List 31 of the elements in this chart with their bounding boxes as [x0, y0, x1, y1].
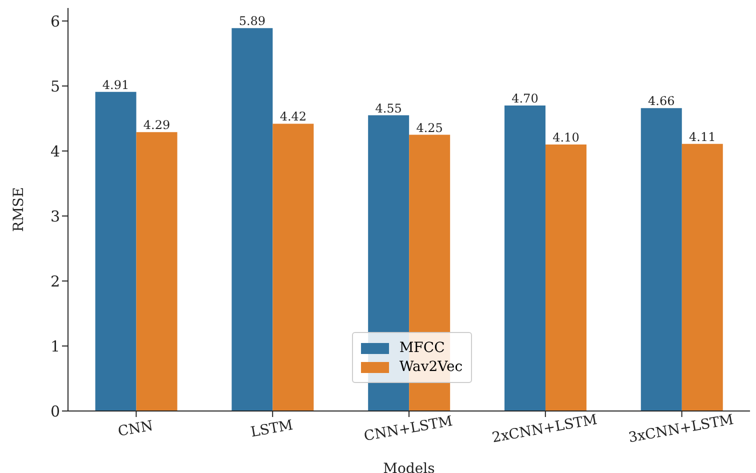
data-label: 4.11 [689, 130, 716, 144]
data-label: 4.10 [552, 130, 580, 144]
y-tick-label: 4 [50, 142, 60, 160]
x-tick-label: CNN [116, 418, 154, 440]
y-axis-title: RMSE [10, 187, 27, 232]
x-axis-title: Models [383, 461, 435, 473]
data-label: 5.89 [238, 14, 266, 28]
data-label: 4.91 [102, 78, 130, 92]
data-label: 4.42 [280, 110, 307, 124]
x-tick-label: LSTM [250, 417, 294, 441]
y-tick-label: 2 [50, 272, 60, 290]
y-tick-label: 1 [50, 337, 60, 356]
bar [545, 144, 586, 411]
legend-label: Wav2Vec [399, 359, 463, 375]
bar [682, 144, 723, 411]
bar [504, 106, 546, 411]
data-label: 4.55 [375, 101, 402, 116]
bar [136, 132, 178, 411]
bar [95, 92, 136, 411]
y-tick-label: 5 [50, 77, 60, 96]
bar [640, 108, 682, 411]
data-label: 4.66 [648, 94, 675, 108]
data-label: 4.29 [143, 118, 170, 132]
y-tick-label: 6 [50, 12, 60, 30]
bar [272, 124, 314, 411]
data-label: 4.25 [416, 120, 443, 135]
bar [232, 28, 273, 411]
legend-label: MFCC [399, 340, 445, 356]
data-label: 4.70 [512, 92, 538, 106]
y-tick-label: 0 [50, 402, 60, 420]
y-tick-label: 3 [50, 207, 60, 226]
